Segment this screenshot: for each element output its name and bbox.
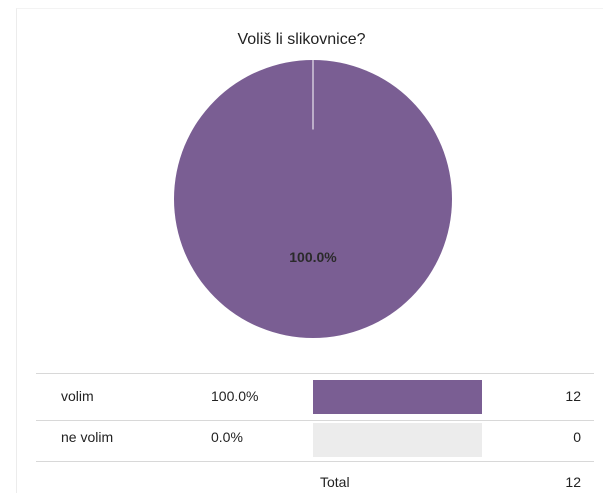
row-percent: 100.0% <box>211 388 259 404</box>
row-divider <box>36 420 594 421</box>
row-label: volim <box>61 388 94 404</box>
row-divider <box>36 461 594 462</box>
row-label: ne volim <box>61 429 114 445</box>
row-percent: 0.0% <box>211 429 243 445</box>
row-bar-track <box>313 423 482 457</box>
row-count: 0 <box>573 429 581 445</box>
pie-slice-volim <box>174 60 452 338</box>
chart-title: Voliš li slikovnice? <box>237 31 366 48</box>
row-bar-track <box>313 380 482 414</box>
pie-chart: 100.0% <box>174 60 452 338</box>
row-bar-fill <box>313 380 482 414</box>
row-count: 12 <box>565 388 581 404</box>
total-count: 12 <box>565 474 581 490</box>
row-divider <box>36 373 594 374</box>
pie-slice-label: 100.0% <box>289 249 337 265</box>
total-label: Total <box>320 474 350 490</box>
